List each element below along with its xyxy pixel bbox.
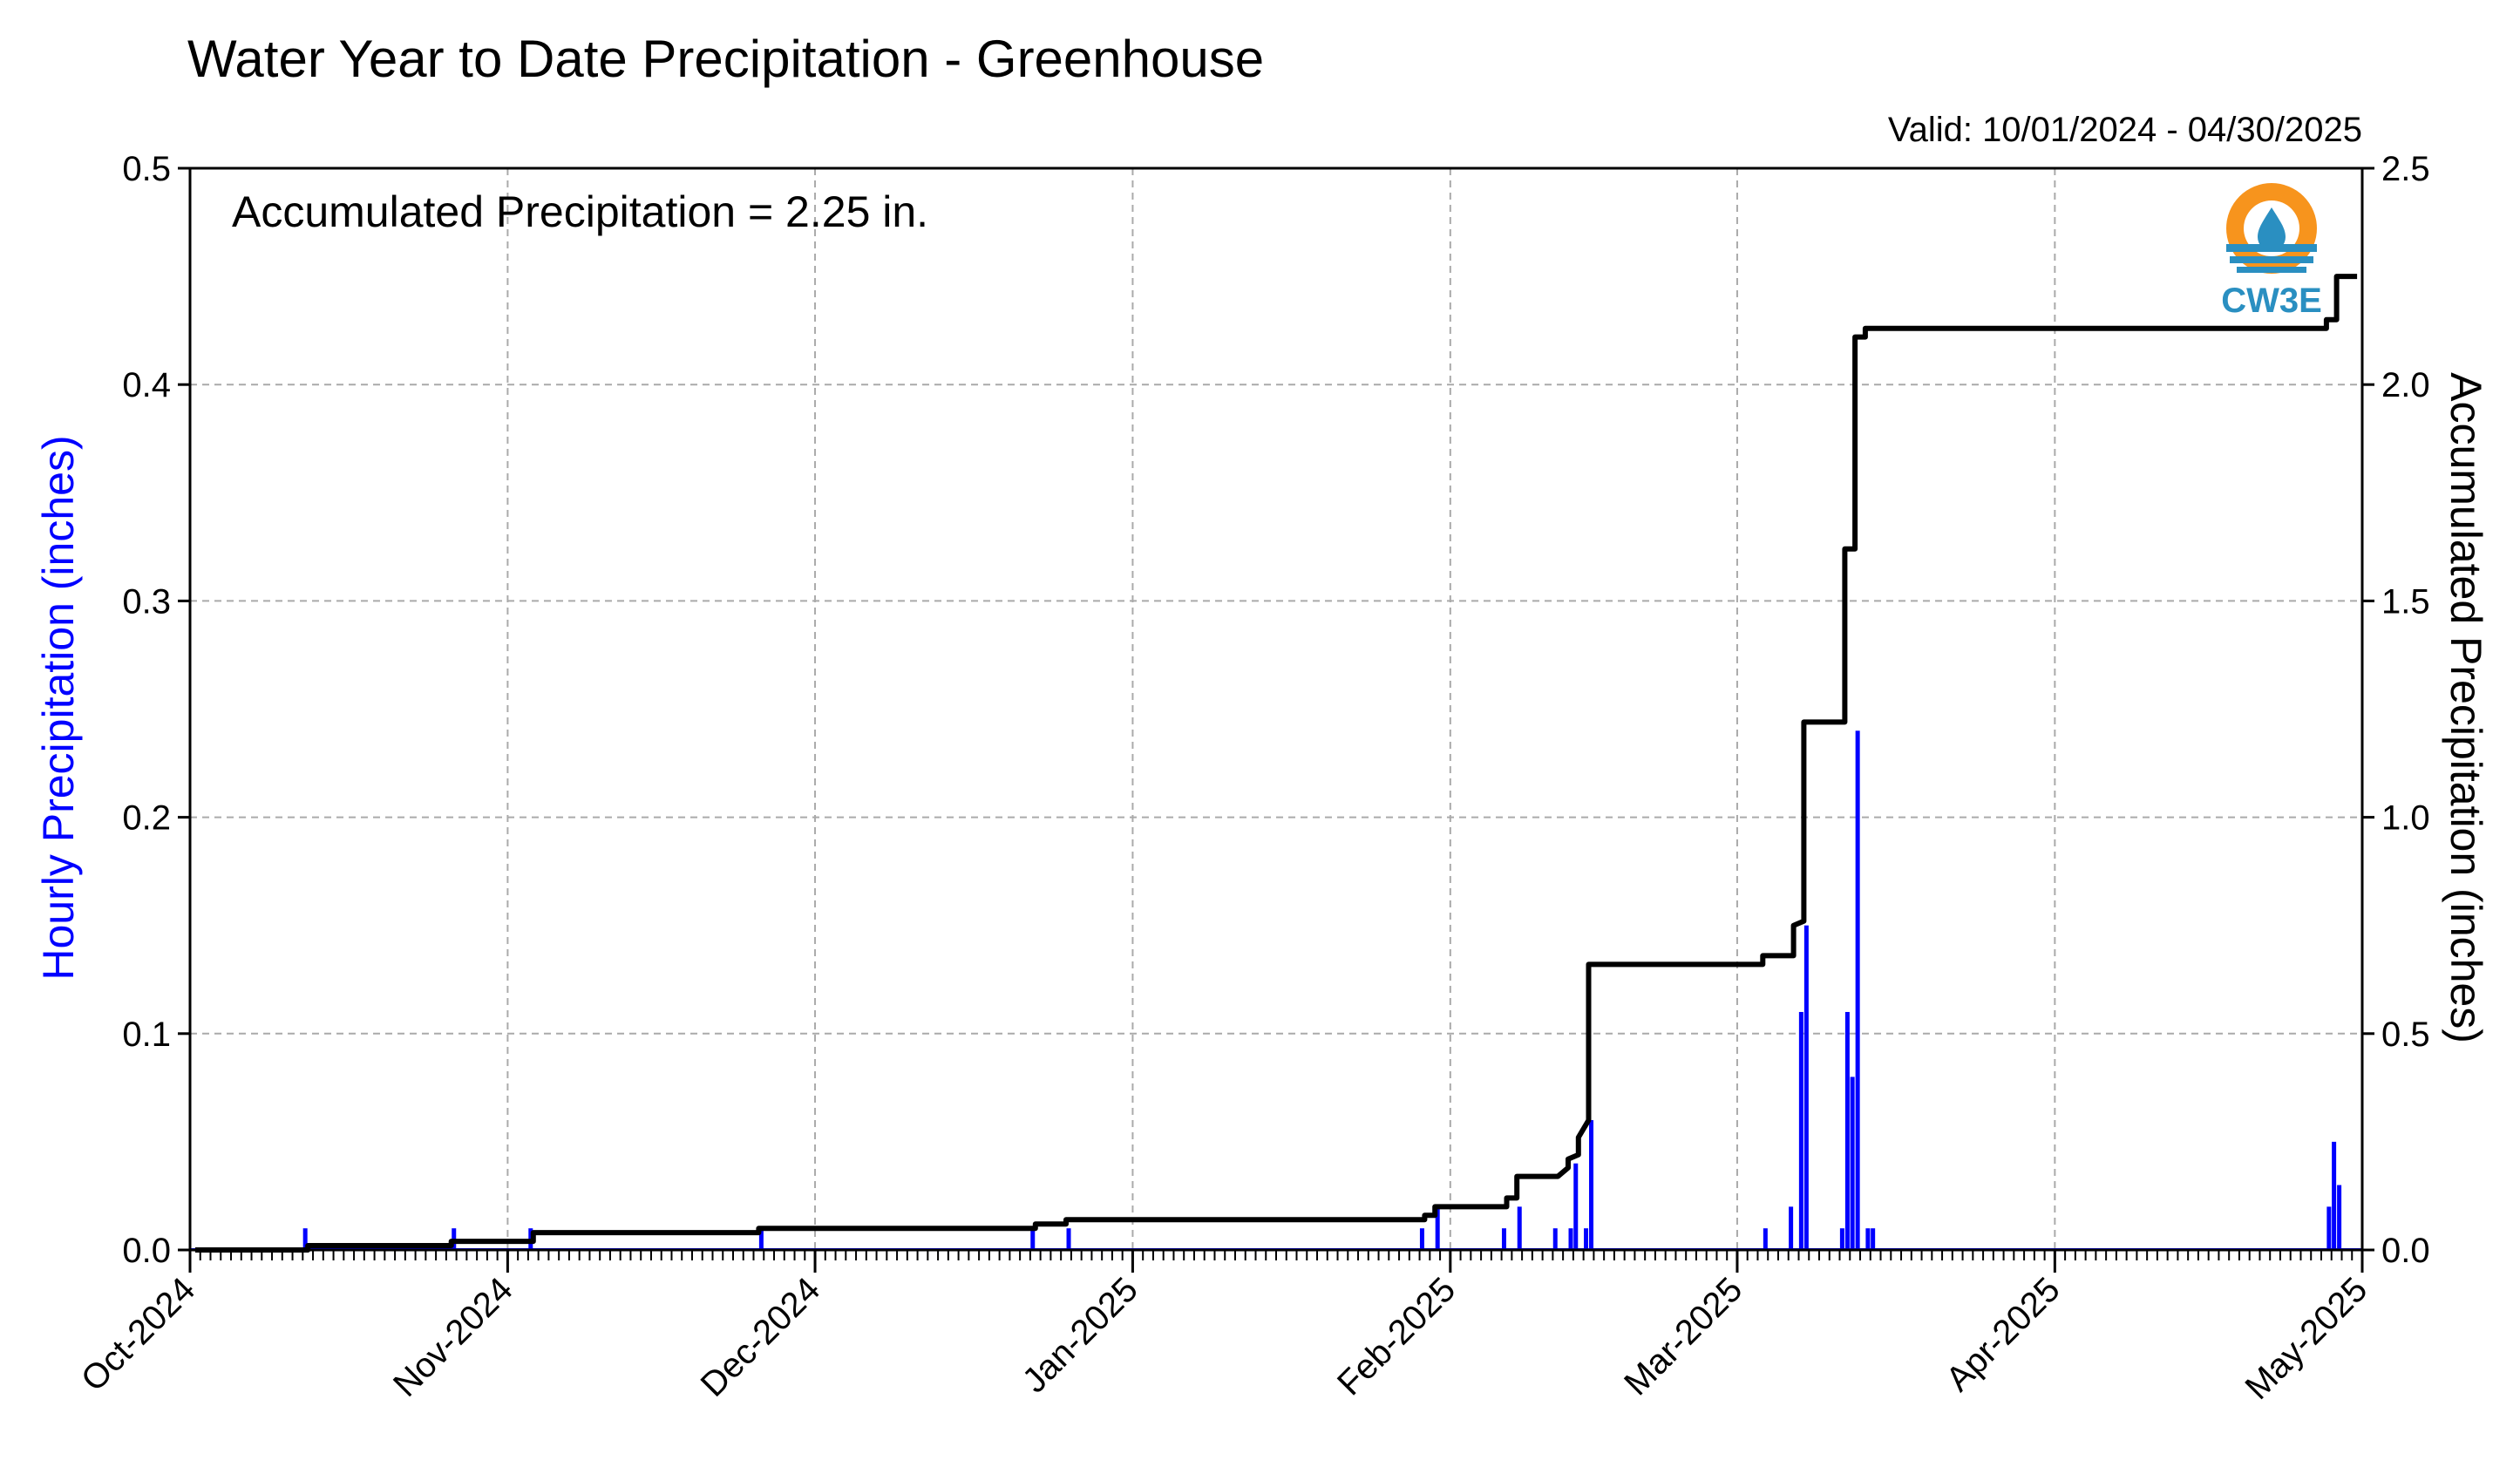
hourly-bar	[302, 1228, 308, 1250]
left-axis-label: Hourly Precipitation (inches)	[34, 435, 83, 980]
plot-frame	[188, 166, 2364, 1252]
cw3e-logo: CW3E	[2221, 183, 2322, 320]
hourly-bar	[1568, 1228, 1573, 1250]
y-right-tick-label: 1.0	[2381, 799, 2430, 838]
y-right-tick-label: 1.5	[2381, 582, 2430, 621]
y-left-tick-label: 0.3	[122, 582, 171, 621]
hourly-bar	[1871, 1228, 1876, 1250]
y-left-tick-label: 0.2	[122, 799, 171, 838]
hourly-bar	[1435, 1206, 1440, 1250]
x-tick-label: May-2025	[2238, 1270, 2374, 1407]
logo-wave-1	[2226, 244, 2317, 252]
hourly-bar	[1501, 1228, 1506, 1250]
y-right-tick-label: 0.0	[2381, 1232, 2430, 1270]
y-left-tick-label: 0.0	[122, 1232, 171, 1270]
y-left-tick-label: 0.4	[122, 366, 171, 404]
hourly-bar	[1763, 1228, 1768, 1250]
hourly-bar	[1552, 1228, 1558, 1250]
accumulated-annotation: Accumulated Precipitation = 2.25 in.	[232, 187, 928, 236]
x-tick-label: Mar-2025	[1617, 1270, 1749, 1402]
x-tick-label: Jan-2025	[1015, 1270, 1145, 1400]
hourly-precip-bars	[190, 730, 2362, 1250]
accumulated-precip-line-group	[194, 274, 2358, 1253]
logo-wave-2	[2230, 256, 2313, 263]
hourly-bar	[2332, 1141, 2337, 1250]
hourly-bar	[1517, 1206, 1522, 1250]
chart-title: Water Year to Date Precipitation - Green…	[187, 30, 1264, 88]
y-right-tick-label: 2.0	[2381, 366, 2430, 404]
hourly-bar	[1589, 1120, 1594, 1250]
x-tick-label: Feb-2025	[1330, 1270, 1463, 1402]
hourly-bar	[1573, 1163, 1579, 1250]
hourly-bar	[1584, 1228, 1589, 1250]
hourly-bar	[1030, 1228, 1036, 1250]
hourly-bar	[1844, 1011, 1850, 1250]
logo-text: CW3E	[2221, 282, 2322, 320]
x-tick-label: Oct-2024	[74, 1270, 202, 1398]
grid-lines	[190, 168, 2362, 1250]
hourly-bar	[1066, 1228, 1071, 1250]
y-right-tick-label: 2.5	[2381, 150, 2430, 188]
hourly-bar	[1855, 730, 1860, 1250]
hourly-bar	[758, 1228, 764, 1250]
hourly-bar	[2337, 1185, 2342, 1250]
hourly-bar	[1419, 1228, 1424, 1250]
accumulated-precip-line	[194, 274, 2358, 1253]
x-tick-label: Nov-2024	[386, 1270, 520, 1404]
hourly-bar	[1798, 1011, 1803, 1250]
logo-wave-3	[2237, 267, 2306, 273]
y-left-tick-label: 0.1	[122, 1015, 171, 1054]
hourly-bar	[2326, 1206, 2332, 1250]
hourly-bar	[1839, 1228, 1844, 1250]
valid-date-range: Valid: 10/01/2024 - 04/30/2025	[1888, 111, 2362, 149]
water-drop-icon	[2258, 207, 2286, 251]
hourly-bar	[1850, 1076, 1855, 1250]
hourly-bar	[1803, 925, 1809, 1250]
x-tick-label: Apr-2025	[1939, 1270, 2067, 1398]
hourly-bar	[1789, 1206, 1794, 1250]
y-left-tick-label: 0.5	[122, 150, 171, 188]
y-right-tick-label: 0.5	[2381, 1015, 2430, 1054]
x-tick-label: Dec-2024	[694, 1270, 828, 1404]
right-axis-label: Accumulated Precipitation (inches)	[2442, 372, 2490, 1043]
hourly-bar	[1865, 1228, 1871, 1250]
